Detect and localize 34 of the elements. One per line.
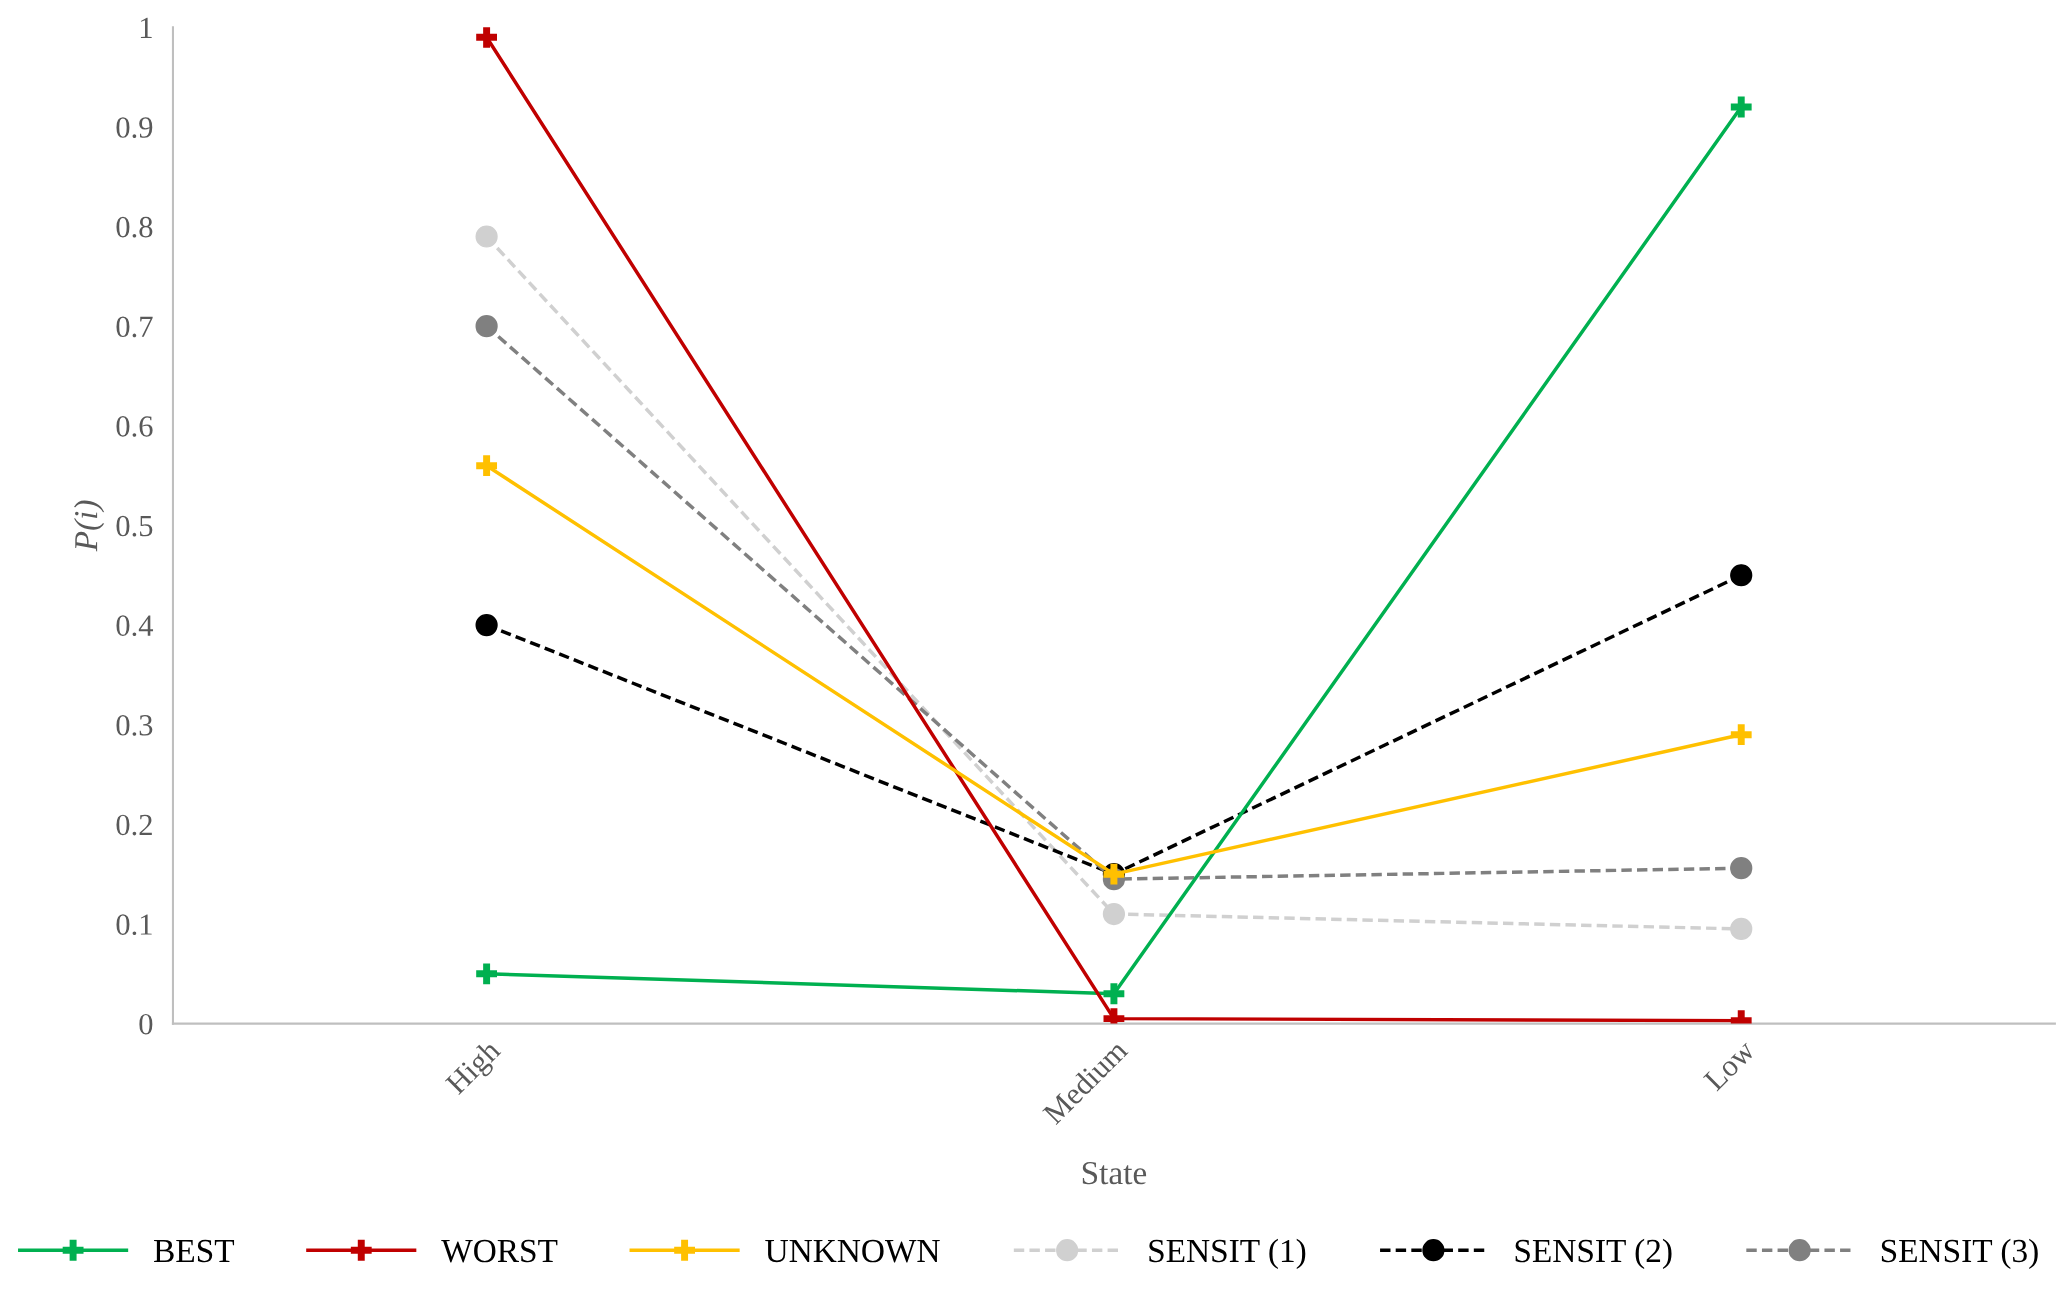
point: [476, 963, 498, 985]
point: [475, 613, 498, 637]
legend-label: SENSIT (3): [1881, 1238, 2038, 1269]
legend-label: SENSIT (2): [1515, 1238, 1672, 1269]
point: [1730, 917, 1753, 941]
point: [475, 225, 498, 248]
point: [1102, 902, 1126, 926]
legend-label: WORST: [441, 1239, 558, 1263]
y-tick-label: 0.2: [116, 814, 152, 836]
point: [1730, 96, 1752, 118]
y-tick-label: 0.4: [116, 615, 154, 637]
legend-label: SENSIT (1): [1149, 1238, 1306, 1269]
y-tick-label: 0.1: [116, 914, 152, 936]
point: [1730, 857, 1753, 880]
y-tick-label: 0.5: [116, 515, 153, 537]
legend-label: BEST: [154, 1239, 235, 1263]
y-tick-label: 0.8: [116, 216, 153, 238]
legend-label: UNKNOWN: [765, 1239, 940, 1263]
y-tick-label: 0: [139, 1013, 153, 1035]
y-tick-label: 0.7: [116, 316, 153, 338]
point: [1103, 983, 1125, 1005]
point: [476, 27, 498, 48]
y-tick-label: 0.3: [116, 714, 153, 736]
point: [1730, 724, 1752, 746]
x-tick-label: High: [444, 1037, 506, 1100]
point: [475, 315, 498, 338]
point: [476, 455, 498, 477]
x-axis-title: State: [1082, 1161, 1147, 1185]
x-tick-label: Low: [1703, 1038, 1757, 1092]
y-tick-label: 0.9: [116, 117, 153, 138]
point: [1730, 564, 1753, 587]
y-tick-label: 1: [140, 17, 152, 38]
y-tick-label: 0.6: [116, 416, 153, 437]
y-axis-title: P(i): [73, 500, 105, 552]
